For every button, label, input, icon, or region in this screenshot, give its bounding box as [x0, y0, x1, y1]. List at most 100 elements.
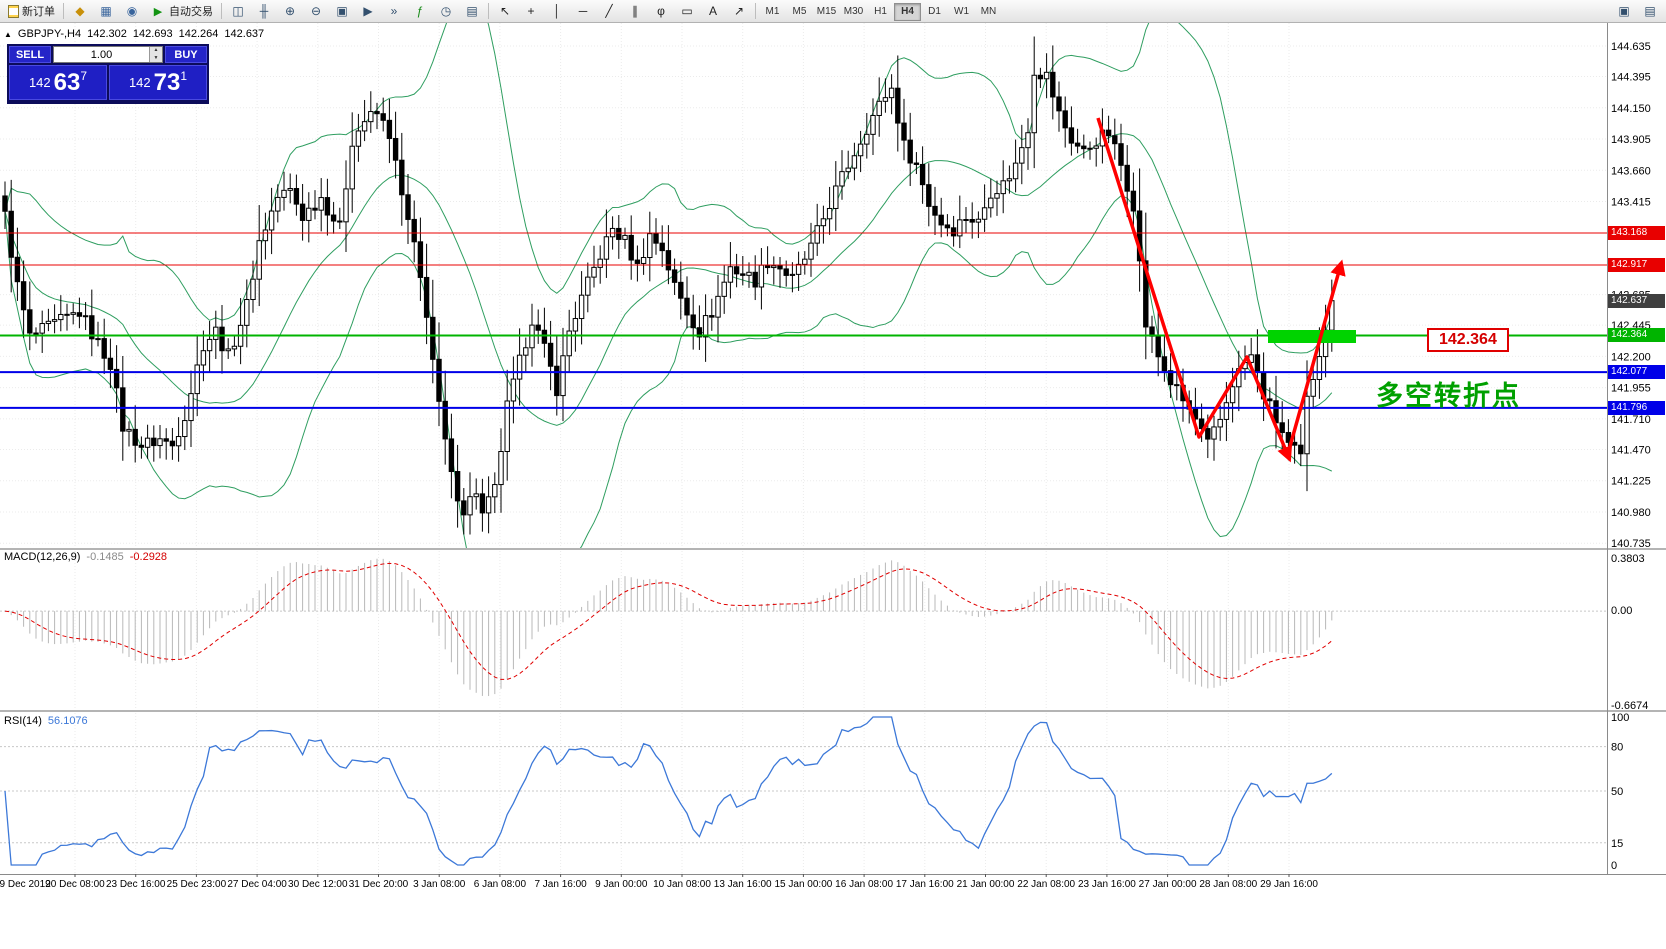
bollinger-upper	[4, 23, 1333, 354]
templates-icon: ▤	[466, 4, 478, 18]
svg-text:10 Jan 08:00: 10 Jan 08:00	[653, 879, 711, 890]
svg-text:144.150: 144.150	[1611, 103, 1651, 115]
open-value: 142.302	[87, 28, 127, 40]
cursor-button[interactable]: ↖	[492, 2, 518, 21]
horizontal-line-button[interactable]: ─	[570, 2, 596, 21]
tile-windows-button[interactable]: ▣	[329, 2, 355, 21]
zoom-out-button[interactable]: ⊖	[303, 2, 329, 21]
volume-input[interactable]	[54, 47, 149, 62]
price-axis-badge-142.364: 142.364	[1608, 328, 1665, 343]
metaeditor-button[interactable]: ◆	[67, 2, 93, 21]
macd-name: MACD(12,26,9)	[4, 551, 81, 563]
timeframe-h4[interactable]: H4	[894, 3, 921, 21]
autotrading-play-icon: ▶	[153, 5, 163, 18]
svg-text:80: 80	[1611, 742, 1623, 754]
data-window-icon: ◉	[126, 4, 138, 18]
turning-point-text[interactable]: 多空转折点	[1376, 381, 1521, 411]
auto-scroll-icon: ▶	[363, 4, 373, 18]
volume-down-button[interactable]: ▼	[150, 54, 162, 62]
text-button[interactable]: A	[700, 2, 726, 21]
timeframe-m5[interactable]: M5	[786, 3, 813, 21]
svg-text:144.635: 144.635	[1611, 41, 1651, 53]
buy-label: BUY	[174, 48, 198, 61]
drawn-annotations[interactable]	[1096, 117, 1356, 463]
svg-text:31 Dec 20:00: 31 Dec 20:00	[349, 879, 409, 890]
new-order-button[interactable]: 新订单	[3, 2, 60, 21]
arrows-button[interactable]: ↗	[726, 2, 752, 21]
symbol-period-label: GBPJPY-,H4	[17, 28, 82, 40]
timeframe-m30[interactable]: M30	[840, 3, 867, 21]
data-window-button[interactable]: ◉	[119, 2, 145, 21]
autotrading-button[interactable]: ▶ 自动交易	[145, 2, 218, 21]
highlight-zone-rect[interactable]	[1268, 330, 1356, 343]
channel-icon: ∥	[632, 4, 638, 18]
close-value: 142.637	[224, 28, 265, 40]
svg-text:17 Jan 16:00: 17 Jan 16:00	[896, 879, 954, 890]
fibonacci-button[interactable]: φ	[648, 2, 674, 21]
svg-text:28 Jan 08:00: 28 Jan 08:00	[1199, 879, 1257, 890]
indicators-button[interactable]: ƒ	[407, 2, 433, 21]
sell-label: SELL	[15, 48, 45, 61]
window-arrange-button[interactable]: ▣	[1611, 2, 1637, 21]
sell-label-button[interactable]: SELL	[9, 46, 51, 63]
trend-arrow-1[interactable]	[1096, 117, 1293, 463]
svg-text:143.905: 143.905	[1611, 134, 1651, 146]
zoom-out-icon: ⊖	[310, 4, 322, 18]
svg-text:30 Dec 12:00: 30 Dec 12:00	[288, 879, 348, 890]
timeframe-h1[interactable]: H1	[867, 3, 894, 21]
svg-text:143.415: 143.415	[1611, 196, 1651, 208]
price-axis-badge-141.796: 141.796	[1608, 400, 1665, 415]
macd-value: -0.1485	[86, 551, 124, 563]
metaeditor-icon: ◆	[75, 4, 85, 18]
svg-text:140.735: 140.735	[1611, 538, 1651, 550]
crosshair-button[interactable]: +	[518, 2, 544, 21]
window-arrange-icon: ▣	[1618, 4, 1630, 18]
svg-text:15 Jan 00:00: 15 Jan 00:00	[774, 879, 832, 890]
timeframe-m1[interactable]: M1	[759, 3, 786, 21]
trend-arrow-2[interactable]	[1287, 259, 1346, 451]
sell-price-prefix: 142	[28, 75, 51, 90]
price-axis-badge-142.637: 142.637	[1608, 293, 1665, 308]
buy-label-button[interactable]: BUY	[165, 46, 207, 63]
svg-text:23 Dec 16:00: 23 Dec 16:00	[106, 879, 166, 890]
trendline-button[interactable]: ╱	[596, 2, 622, 21]
chart-list-icon: ▤	[1644, 4, 1656, 18]
timeframe-w1[interactable]: W1	[948, 3, 975, 21]
tile-windows-icon: ▣	[336, 4, 348, 18]
chart-list-button[interactable]: ▤	[1637, 2, 1663, 21]
svg-text:13 Jan 16:00: 13 Jan 16:00	[714, 879, 772, 890]
candlestick-chart-button[interactable]: ╫	[251, 2, 277, 21]
buy-price-button[interactable]: 142 73 1	[109, 65, 207, 100]
svg-text:141.470: 141.470	[1611, 444, 1651, 456]
timeframe-m15[interactable]: M15	[813, 3, 840, 21]
svg-text:0.3803: 0.3803	[1611, 553, 1645, 565]
channel-button[interactable]: ∥	[622, 2, 648, 21]
volume-up-button[interactable]: ▲	[150, 47, 162, 55]
vertical-line-button[interactable]: │	[544, 2, 570, 21]
templates-button[interactable]: ▤	[459, 2, 485, 21]
sell-price-main: 63	[53, 68, 81, 96]
svg-text:16 Jan 08:00: 16 Jan 08:00	[835, 879, 893, 890]
autotrading-label: 自动交易	[169, 6, 213, 18]
shapes-button[interactable]: ▭	[674, 2, 700, 21]
price-axis-badge-142.077: 142.077	[1608, 365, 1665, 380]
zoom-in-button[interactable]: ⊕	[277, 2, 303, 21]
sell-price-button[interactable]: 142 63 7	[9, 65, 107, 100]
periods-button[interactable]: ◷	[433, 2, 459, 21]
svg-text:-0.6674: -0.6674	[1611, 700, 1648, 712]
vertical-line-icon: │	[553, 4, 561, 18]
timeframe-d1[interactable]: D1	[921, 3, 948, 21]
high-value: 142.693	[132, 28, 173, 40]
market-watch-button[interactable]: ▦	[93, 2, 119, 21]
rsi-line	[4, 716, 1333, 866]
indicators-icon: ƒ	[416, 4, 424, 18]
auto-scroll-button[interactable]: ▶	[355, 2, 381, 21]
timeframe-mn[interactable]: MN	[975, 3, 1002, 21]
chart-shift-button[interactable]: »	[381, 2, 407, 21]
svg-text:20 Dec 08:00: 20 Dec 08:00	[45, 879, 105, 890]
main-chart	[2, 23, 1335, 548]
cursor-icon: ↖	[499, 4, 511, 18]
bar-chart-button[interactable]: ◫	[225, 2, 251, 21]
price-callout-label[interactable]: 142.364	[1427, 328, 1509, 352]
